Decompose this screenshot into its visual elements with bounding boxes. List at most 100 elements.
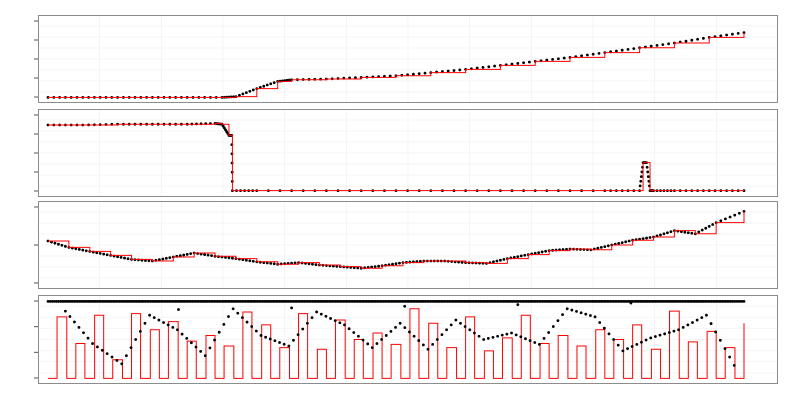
data-point <box>343 323 346 327</box>
data-point <box>236 311 240 315</box>
data-point <box>370 346 374 349</box>
data-point <box>100 348 104 352</box>
data-point <box>617 242 621 245</box>
data-point <box>53 241 57 245</box>
data-point <box>46 300 50 303</box>
data-point <box>537 342 541 346</box>
data-point <box>620 241 624 245</box>
data-point <box>305 321 309 325</box>
data-point <box>468 328 472 332</box>
data-point <box>74 247 78 251</box>
data-point <box>653 335 657 338</box>
data-point <box>593 315 597 319</box>
data-point <box>645 236 648 240</box>
data-point <box>182 253 186 257</box>
data-point <box>662 232 666 236</box>
data-point <box>248 89 252 93</box>
data-point <box>663 332 667 336</box>
data-point <box>178 254 182 258</box>
data-point <box>203 354 207 358</box>
data-point <box>394 325 397 329</box>
data-point <box>495 259 499 263</box>
data-point <box>164 256 168 260</box>
data-point <box>658 333 662 337</box>
panel-1 <box>34 15 778 103</box>
data-point <box>264 335 268 339</box>
data-point <box>125 354 128 358</box>
data-point <box>180 332 184 336</box>
data-point <box>120 362 124 366</box>
data-point <box>719 219 723 223</box>
data-point <box>632 47 636 50</box>
data-point <box>645 165 649 169</box>
data-point <box>629 301 633 305</box>
data-point <box>649 44 653 48</box>
data-point <box>373 265 377 268</box>
data-point <box>50 300 54 303</box>
series-step-line <box>48 308 745 379</box>
data-point <box>607 332 611 336</box>
data-point <box>329 317 332 320</box>
data-point <box>357 334 360 338</box>
data-point <box>596 246 600 250</box>
data-point <box>519 254 523 258</box>
data-point <box>516 303 520 307</box>
data-point <box>742 300 746 303</box>
data-point <box>667 42 670 46</box>
data-point <box>105 352 109 356</box>
data-point <box>565 307 569 311</box>
data-point <box>403 304 407 308</box>
data-point <box>626 347 629 351</box>
data-point <box>138 330 142 333</box>
data-point <box>338 321 342 325</box>
data-point <box>681 325 685 329</box>
data-point <box>655 44 659 47</box>
data-point <box>684 39 688 43</box>
data-point <box>646 175 650 179</box>
data-point <box>86 336 90 340</box>
data-point <box>677 328 680 332</box>
data-point <box>119 256 123 259</box>
data-point <box>189 341 193 345</box>
panel-3 <box>34 201 778 289</box>
data-point <box>707 224 711 228</box>
data-point <box>599 246 603 249</box>
data-point <box>697 230 701 234</box>
data-point <box>60 243 64 247</box>
data-point <box>734 300 738 303</box>
data-point <box>640 340 643 344</box>
data-point <box>591 52 595 56</box>
data-point <box>635 342 639 346</box>
data-point <box>630 345 634 348</box>
data-point <box>148 313 152 317</box>
data-point <box>723 347 727 351</box>
data-point <box>644 338 648 342</box>
data-point <box>278 341 281 344</box>
data-point <box>500 333 504 337</box>
data-point <box>459 321 462 325</box>
data-point <box>602 326 606 330</box>
data-point <box>389 330 393 333</box>
data-point <box>728 215 732 219</box>
data-point <box>612 338 616 341</box>
data-point <box>238 93 241 97</box>
data-point <box>168 256 172 260</box>
data-point <box>666 231 669 235</box>
data-point <box>686 323 690 327</box>
data-point <box>157 318 161 322</box>
data-point <box>514 333 518 337</box>
panel-border <box>38 15 778 103</box>
data-point <box>110 355 114 359</box>
data-point <box>301 327 305 331</box>
data-point <box>259 334 263 337</box>
data-point <box>64 244 67 248</box>
data-point <box>421 343 425 347</box>
data-point <box>659 233 662 237</box>
data-point <box>690 38 694 42</box>
data-point <box>731 32 734 36</box>
data-point <box>690 231 694 235</box>
data-point <box>510 331 513 335</box>
data-point <box>561 313 564 317</box>
data-point <box>166 323 170 327</box>
data-point <box>265 83 269 87</box>
